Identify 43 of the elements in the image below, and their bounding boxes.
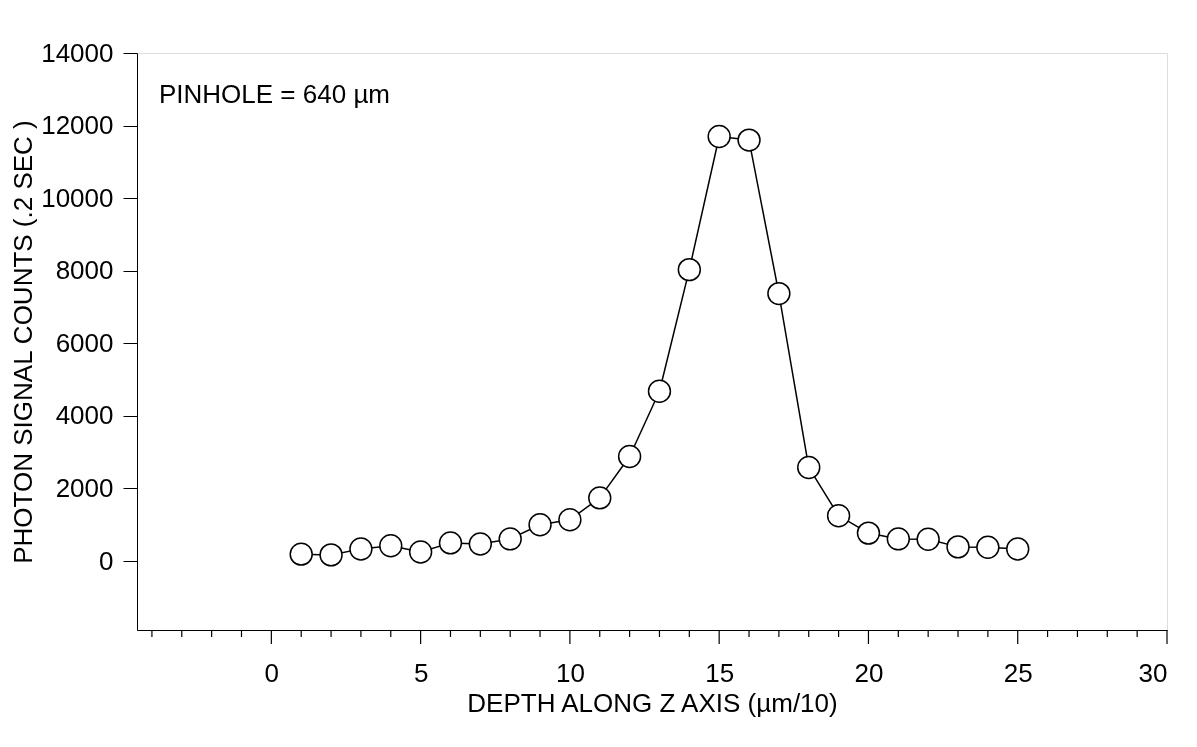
x-axis-title: DEPTH ALONG Z AXIS (µm/10)	[467, 687, 838, 718]
point	[319, 543, 343, 567]
y-tick-label: 12000	[41, 110, 114, 141]
point	[588, 486, 612, 510]
y-axis-title: PHOTON SIGNAL COUNTS (.2 SEC )	[8, 120, 39, 564]
point	[916, 527, 940, 551]
point	[946, 535, 970, 559]
y-tick-label: 4000	[55, 400, 114, 431]
point	[886, 527, 911, 551]
point	[468, 532, 493, 556]
y-tick-label: 6000	[55, 327, 114, 358]
point	[677, 257, 702, 282]
point	[438, 531, 463, 555]
x-tick-label: 30	[1138, 657, 1168, 688]
x-tick-label: 15	[705, 657, 735, 688]
point	[379, 534, 403, 558]
x-tick-label: 5	[413, 657, 429, 688]
point	[856, 521, 881, 545]
point	[1006, 537, 1030, 561]
y-tick-label: 10000	[41, 182, 114, 213]
point	[826, 504, 851, 528]
y-tick-label: 2000	[55, 472, 114, 503]
point	[707, 124, 731, 149]
x-tick-label: 0	[264, 657, 280, 688]
point	[498, 527, 522, 551]
point	[647, 379, 672, 403]
point	[737, 128, 761, 152]
x-tick-label: 20	[854, 657, 884, 688]
y-tick-label: 14000	[41, 37, 114, 68]
point	[797, 455, 821, 480]
point	[289, 542, 313, 566]
y-tick-label: 8000	[55, 255, 114, 286]
y-tick-label: 0	[99, 545, 114, 576]
point	[408, 540, 433, 564]
x-tick-label: 25	[1003, 657, 1033, 688]
annotation: PINHOLE = 640 µm	[159, 79, 391, 109]
point	[349, 537, 373, 561]
x-tick-label: 10	[555, 657, 585, 688]
point	[558, 508, 582, 532]
point	[617, 444, 642, 469]
point	[528, 513, 552, 537]
point	[976, 535, 1000, 559]
point	[767, 281, 791, 306]
